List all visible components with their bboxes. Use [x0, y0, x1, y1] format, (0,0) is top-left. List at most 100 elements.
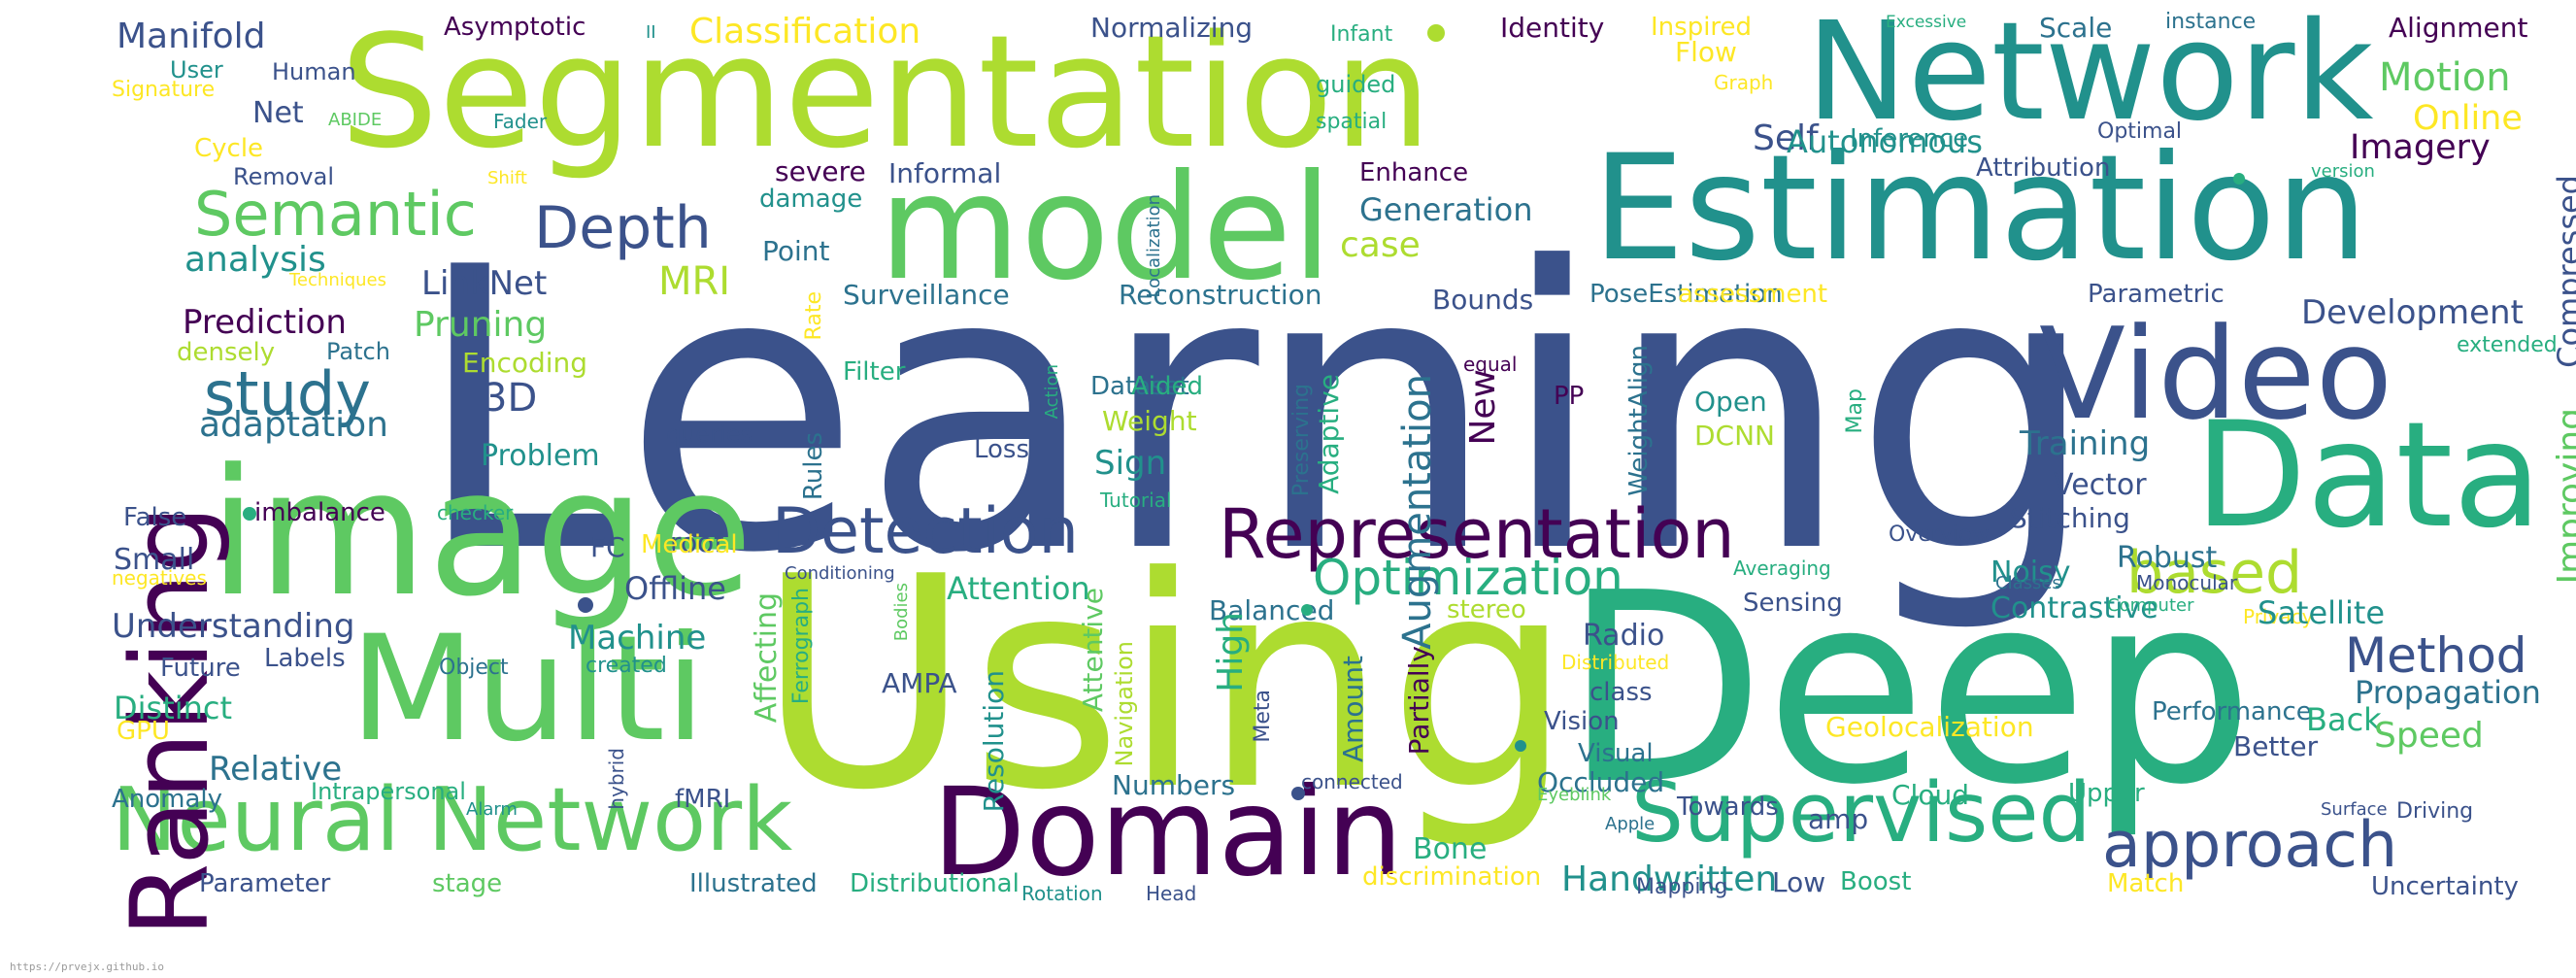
cloud-word: approach: [2102, 809, 2398, 882]
cloud-word: Amount: [1337, 656, 1369, 763]
cloud-word: Noisy: [1991, 556, 2071, 590]
cloud-word: severe: [775, 155, 866, 187]
cloud-word: Satellite: [2258, 594, 2386, 631]
cloud-word: Motion: [2379, 55, 2511, 100]
cloud-word: Tutorial: [1100, 489, 1172, 512]
cloud-word: 3D: [483, 376, 538, 421]
cloud-word: Asymptotic: [444, 13, 586, 42]
cloud-word: Distributed: [1561, 651, 1670, 674]
cloud-word: Cycle: [194, 134, 264, 163]
cloud-word: Overview: [1889, 523, 1990, 547]
cloud-dot: [1301, 604, 1313, 616]
cloud-word: Offline: [624, 570, 726, 607]
cloud-word: Handwritten: [1561, 860, 1778, 899]
cloud-word: Fader: [493, 110, 548, 133]
cloud-word: Apple: [1605, 814, 1656, 834]
cloud-word: Labels: [264, 644, 346, 673]
cloud-word: Supervised: [1631, 765, 2091, 861]
cloud-word: Head: [1146, 882, 1197, 905]
cloud-word: created: [585, 654, 667, 678]
cloud-word: Prediction: [183, 303, 347, 342]
cloud-word: Optimal: [2097, 119, 2183, 144]
cloud-word: Uncertainty: [2371, 872, 2519, 901]
cloud-word: Development: [2301, 293, 2524, 332]
cloud-word: Partially: [1403, 646, 1435, 756]
cloud-word: Understanding: [112, 607, 355, 646]
cloud-word: Back: [2306, 701, 2382, 738]
cloud-word: queries: [666, 421, 753, 448]
cloud-word: adaptation: [199, 405, 388, 445]
cloud-word: Attentive: [1077, 588, 1109, 713]
cloud-word: User: [170, 56, 223, 84]
cloud-word: PP: [1554, 382, 1585, 411]
cloud-word: DCNN: [1694, 420, 1776, 452]
credit-text: https://prvejx.github.io: [10, 961, 164, 973]
cloud-word: Network: [1806, 0, 2374, 152]
cloud-word: Data: [2194, 391, 2543, 560]
cloud-word: Propagation: [2355, 674, 2541, 711]
cloud-word: instance: [2165, 10, 2257, 34]
cloud-word: Sign: [1094, 444, 1167, 483]
cloud-word: Signature: [112, 78, 216, 102]
cloud-word: spatial: [1316, 110, 1388, 134]
cloud-word: Augmentation: [1395, 374, 1440, 650]
cloud-word: Geolocalization: [1825, 711, 2034, 743]
cloud-word: Better: [2233, 730, 2319, 762]
cloud-word: Monocular: [2136, 571, 2238, 594]
cloud-word: Driving: [2396, 799, 2474, 824]
cloud-word: Parametric: [2088, 280, 2225, 309]
cloud-word: analysis: [184, 240, 326, 280]
cloud-word: Manifold: [117, 17, 266, 56]
cloud-word: discrimination: [1362, 862, 1542, 892]
cloud-word: Small: [114, 543, 195, 577]
cloud-word: Robust: [2117, 541, 2218, 575]
cloud-word: Averaging: [1733, 556, 1831, 580]
cloud-word: Depth: [534, 194, 712, 262]
cloud-word: Illustrated: [689, 869, 818, 898]
cloud-word: Navigation: [1111, 641, 1138, 767]
cloud-word: Classification: [689, 12, 921, 51]
cloud-word: Distinct: [114, 690, 233, 726]
cloud-word: Bounds: [1432, 284, 1534, 316]
cloud-word: amp: [1808, 803, 1869, 835]
cloud-word: Intrapersonal: [311, 778, 466, 805]
cloud-word: Graph: [1714, 71, 1774, 94]
cloud-word: Rate: [802, 291, 826, 341]
cloud-word: Bone: [1413, 832, 1488, 866]
cloud-word: Medical: [641, 530, 738, 559]
cloud-word: guided: [1316, 71, 1396, 98]
cloud-word: Attention: [947, 570, 1090, 607]
cloud-word: Boost: [1840, 867, 1912, 896]
cloud-word: Anomaly: [112, 785, 223, 814]
cloud-word: stereo: [1447, 595, 1526, 624]
cloud-word: Imagery: [2350, 128, 2491, 167]
cloud-word: Patch: [326, 338, 390, 365]
cloud-word: Informal: [888, 157, 1002, 189]
cloud-word: Radio: [1583, 619, 1665, 653]
cloud-word: AMPA: [882, 667, 957, 699]
cloud-word: case: [1340, 225, 1421, 265]
cloud-word: Sensing: [1743, 589, 1843, 618]
cloud-word: Shift: [487, 168, 527, 188]
cloud-word: equal: [1463, 353, 1518, 376]
cloud-word: Multi: [350, 605, 706, 774]
cloud-word: Occluded: [1537, 766, 1665, 798]
cloud-word: Human: [272, 58, 356, 85]
cloud-dot: [243, 507, 256, 521]
cloud-word: Open: [1694, 386, 1767, 418]
cloud-word: Map: [1843, 388, 1867, 434]
cloud-word: Aided: [1131, 372, 1204, 401]
cloud-word: Relative: [209, 750, 343, 789]
cloud-word: Meta: [1251, 690, 1275, 743]
cloud-word: Neural Network: [112, 769, 793, 871]
cloud-word: Computer: [2107, 595, 2194, 616]
cloud-word: LinkNet: [421, 264, 548, 303]
cloud-word: Rules: [799, 432, 828, 501]
cloud-word: Vision: [1544, 707, 1620, 736]
cloud-word: Semantic: [194, 179, 477, 250]
cloud-word: Detection: [772, 495, 1079, 568]
cloud-word: II: [646, 22, 656, 43]
cloud-word: Online: [2413, 99, 2523, 138]
cloud-word: Method: [2345, 627, 2527, 684]
cloud-word: Filter: [843, 357, 906, 387]
